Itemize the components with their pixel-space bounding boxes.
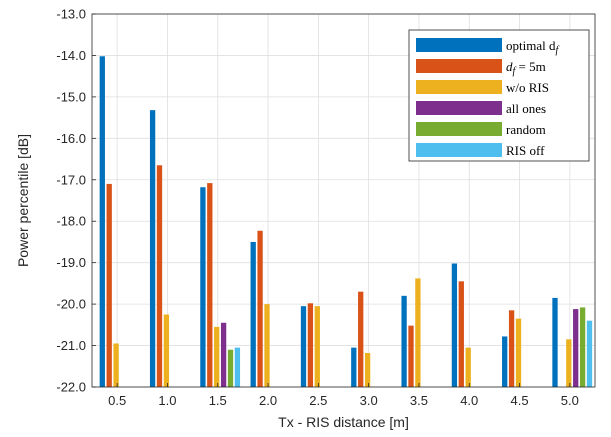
bar-4-5.0 [573, 309, 579, 387]
bar-3-2.0 [264, 304, 270, 387]
bar-2-2.0 [257, 230, 263, 387]
bar-6-1.5 [234, 347, 241, 387]
bar-2-1.5 [207, 183, 213, 387]
bar-1-2.5 [300, 306, 307, 387]
bar-3-4.5 [515, 318, 522, 387]
legend-entry: all ones [506, 101, 546, 116]
y-axis-ticks: -22.0 -21.0 -20.0 -19.0 -18.0 -17.0 -16.0 -15.0… [56, 7, 96, 395]
legend-entry: optimal df [506, 38, 559, 56]
y-tick-label: -19.0 [56, 255, 86, 270]
bar-1-5.0 [552, 297, 558, 387]
legend-entry: df = 5m [506, 59, 546, 77]
bar-2-3.0 [358, 291, 364, 387]
bar-2-4.5 [508, 310, 515, 387]
legend-entry-subscript: f [555, 45, 559, 56]
bar-2-3.5 [408, 325, 414, 387]
bar-3-1.0 [163, 314, 170, 387]
legend-swatch [416, 122, 502, 136]
legend-entry-subscript: f [513, 66, 517, 77]
legend-entry-name: optimal d [506, 38, 556, 53]
x-tick-label: 3.0 [360, 393, 378, 408]
y-tick-label: -13.0 [56, 7, 86, 22]
legend-entry-suffix: = 5m [515, 59, 545, 74]
bar-3-4.0 [465, 347, 471, 387]
y-tick-label: -14.0 [56, 48, 86, 63]
legend-entry: RIS off [506, 143, 545, 158]
y-tick-label: -21.0 [56, 338, 86, 353]
x-tick-label: 2.0 [259, 393, 277, 408]
bar-2-0.5 [106, 183, 112, 387]
x-axis-label: Tx - RIS distance [m] [278, 414, 409, 430]
x-tick-label: 1.0 [158, 393, 176, 408]
x-tick-label: 1.5 [209, 393, 227, 408]
bars [99, 56, 593, 387]
bar-5-1.5 [227, 349, 234, 387]
bar-3-5.0 [566, 339, 572, 387]
bar-1-3.5 [401, 295, 407, 387]
bar-1-0.5 [99, 56, 105, 387]
y-tick-label: -20.0 [56, 297, 86, 312]
y-tick-label: -16.0 [56, 131, 86, 146]
bar-2-4.0 [458, 281, 464, 387]
legend-entry-name: w/o RIS [506, 80, 549, 95]
bar-6-5.0 [586, 320, 593, 387]
legend-swatch [416, 80, 502, 94]
bar-1-3.0 [351, 347, 357, 387]
x-tick-label: 2.5 [309, 393, 327, 408]
bar-3-1.5 [214, 326, 220, 387]
bar-1-2.0 [250, 241, 256, 387]
bar-3-0.5 [113, 343, 119, 387]
legend-entry: random [506, 122, 546, 137]
bar-1-1.5 [200, 187, 206, 387]
legend-swatch [416, 101, 502, 115]
legend-entry: w/o RIS [506, 80, 549, 95]
y-tick-label: -18.0 [56, 214, 86, 229]
legend-swatch [416, 59, 502, 73]
legend-swatch [416, 38, 502, 52]
bar-1-4.5 [502, 336, 508, 387]
bar-2-1.0 [156, 165, 163, 387]
legend-entry-name: all ones [506, 101, 546, 116]
bar-2-2.5 [307, 303, 314, 387]
x-tick-label: 3.5 [410, 393, 428, 408]
legend-swatch [416, 143, 502, 157]
bar-5-5.0 [579, 307, 586, 387]
x-tick-label: 5.0 [561, 393, 579, 408]
bar-1-4.0 [451, 263, 458, 387]
bar-3-2.5 [314, 306, 320, 387]
y-axis-label: Power percentile [dB] [15, 134, 31, 267]
y-tick-label: -15.0 [56, 89, 86, 104]
bar-1-1.0 [149, 110, 156, 387]
y-tick-label: -17.0 [56, 172, 86, 187]
legend-entry-name: random [506, 122, 546, 137]
bar-3-3.0 [364, 353, 371, 387]
legend-entry-name: d [506, 59, 513, 74]
y-tick-label: -22.0 [56, 380, 86, 395]
bar-4-1.5 [220, 322, 227, 387]
x-tick-label: 0.5 [108, 393, 126, 408]
x-axis-ticks: 0.5 1.0 1.5 2.0 2.5 3.0 3.5 4.0 4.5 5.0 [108, 383, 579, 408]
plot-frame [91, 13, 596, 388]
legend-entry-name: RIS off [506, 143, 545, 158]
x-tick-label: 4.0 [460, 393, 478, 408]
bar-3-3.5 [415, 278, 421, 387]
x-tick-label: 4.5 [511, 393, 529, 408]
